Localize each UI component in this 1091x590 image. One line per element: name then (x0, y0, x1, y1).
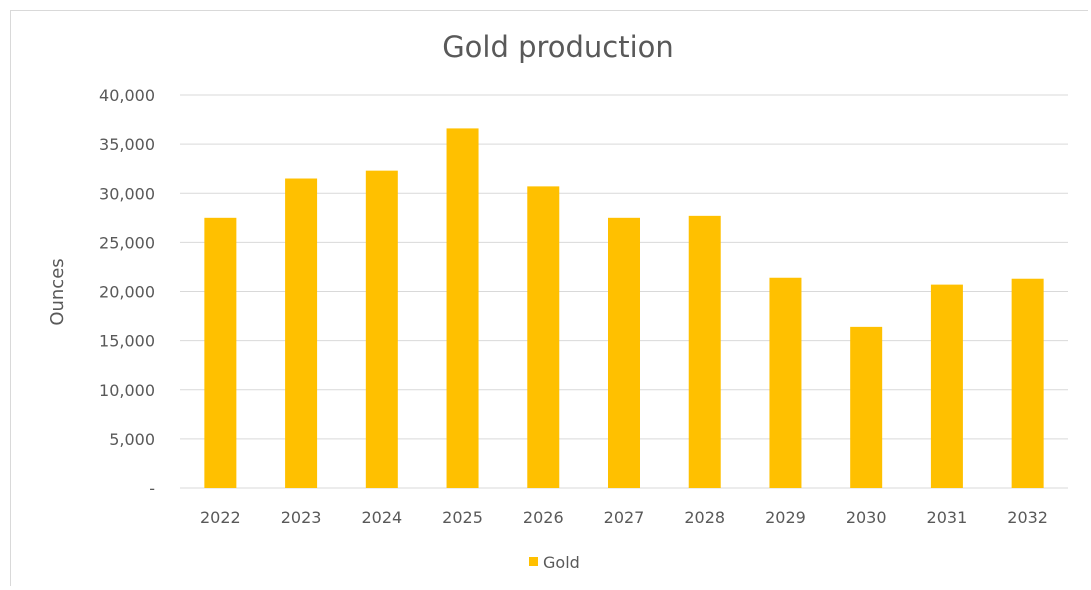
bar-2024 (365, 170, 398, 488)
y-tick-label: 25,000 (99, 233, 155, 252)
legend-label-gold: Gold (543, 553, 580, 572)
y-tick-label: - (149, 479, 155, 498)
y-tick-label: 35,000 (99, 135, 155, 154)
legend: Gold (529, 553, 580, 572)
bar-2029 (769, 277, 802, 488)
bar-2028 (688, 215, 721, 488)
legend-swatch (529, 557, 538, 566)
x-tick-label: 2031 (927, 508, 968, 527)
x-tick-label: 2027 (604, 508, 645, 527)
x-tick-label: 2029 (765, 508, 806, 527)
x-tick-label: 2024 (361, 508, 402, 527)
bar-2023 (285, 178, 318, 488)
bar-2022 (204, 217, 237, 488)
chart-title: Gold production (442, 30, 674, 64)
y-tick-label: 15,000 (99, 332, 155, 351)
x-tick-label: 2028 (684, 508, 725, 527)
x-tick-label: 2025 (442, 508, 483, 527)
x-tick-label: 2023 (281, 508, 322, 527)
bar-2032 (1011, 278, 1044, 488)
x-tick-label: 2030 (846, 508, 887, 527)
x-axis-ticks: 2022 2023 2024 2025 2026 2027 2028 2029 2030 2031… (200, 508, 1048, 527)
y-tick-label: 10,000 (99, 381, 155, 400)
y-tick-label: 40,000 (99, 86, 155, 105)
bar-2027 (608, 217, 640, 488)
bar-2025 (446, 128, 479, 488)
bars (204, 128, 1044, 488)
bar-2026 (527, 186, 560, 488)
x-tick-label: 2026 (523, 508, 564, 527)
y-axis-title: Ounces (47, 258, 68, 325)
x-tick-label: 2032 (1007, 508, 1048, 527)
y-tick-label: 20,000 (99, 283, 155, 302)
y-axis-ticks: - 5,000 10,000 15,000 20,000 25,000 30,000 35,0… (99, 86, 155, 498)
bar-2030 (850, 326, 883, 488)
y-tick-label: 5,000 (109, 430, 155, 449)
x-tick-label: 2022 (200, 508, 241, 527)
bar-2031 (930, 284, 963, 488)
y-tick-label: 30,000 (99, 184, 155, 203)
